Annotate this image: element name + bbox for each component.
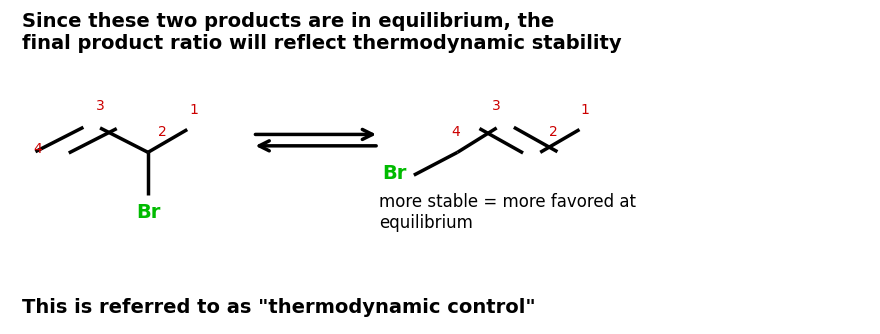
Text: 2: 2 [158, 125, 167, 139]
Text: Br: Br [383, 164, 407, 183]
Text: Since these two products are in equilibrium, the
final product ratio will reflec: Since these two products are in equilibr… [22, 12, 621, 53]
Text: 3: 3 [96, 99, 105, 113]
Text: This is referred to as "thermodynamic control": This is referred to as "thermodynamic co… [22, 298, 535, 317]
Text: 1: 1 [190, 103, 199, 117]
Text: 2: 2 [549, 125, 558, 139]
Text: 4: 4 [451, 125, 460, 139]
Text: 1: 1 [580, 103, 589, 117]
Text: 3: 3 [492, 99, 501, 113]
Text: 4: 4 [33, 142, 41, 156]
Text: Br: Br [136, 203, 160, 222]
Text: more stable = more favored at
equilibrium: more stable = more favored at equilibriu… [379, 193, 636, 232]
